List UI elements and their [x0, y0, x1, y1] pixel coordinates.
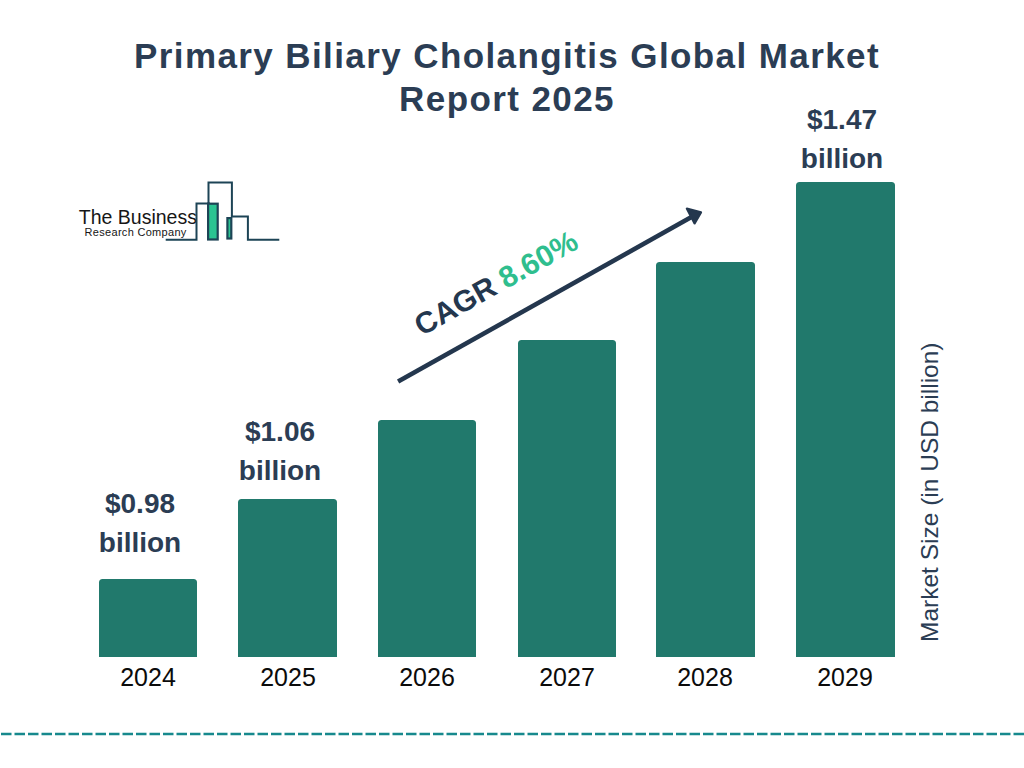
svg-text:CAGR 8.60%: CAGR 8.60% — [409, 224, 584, 342]
